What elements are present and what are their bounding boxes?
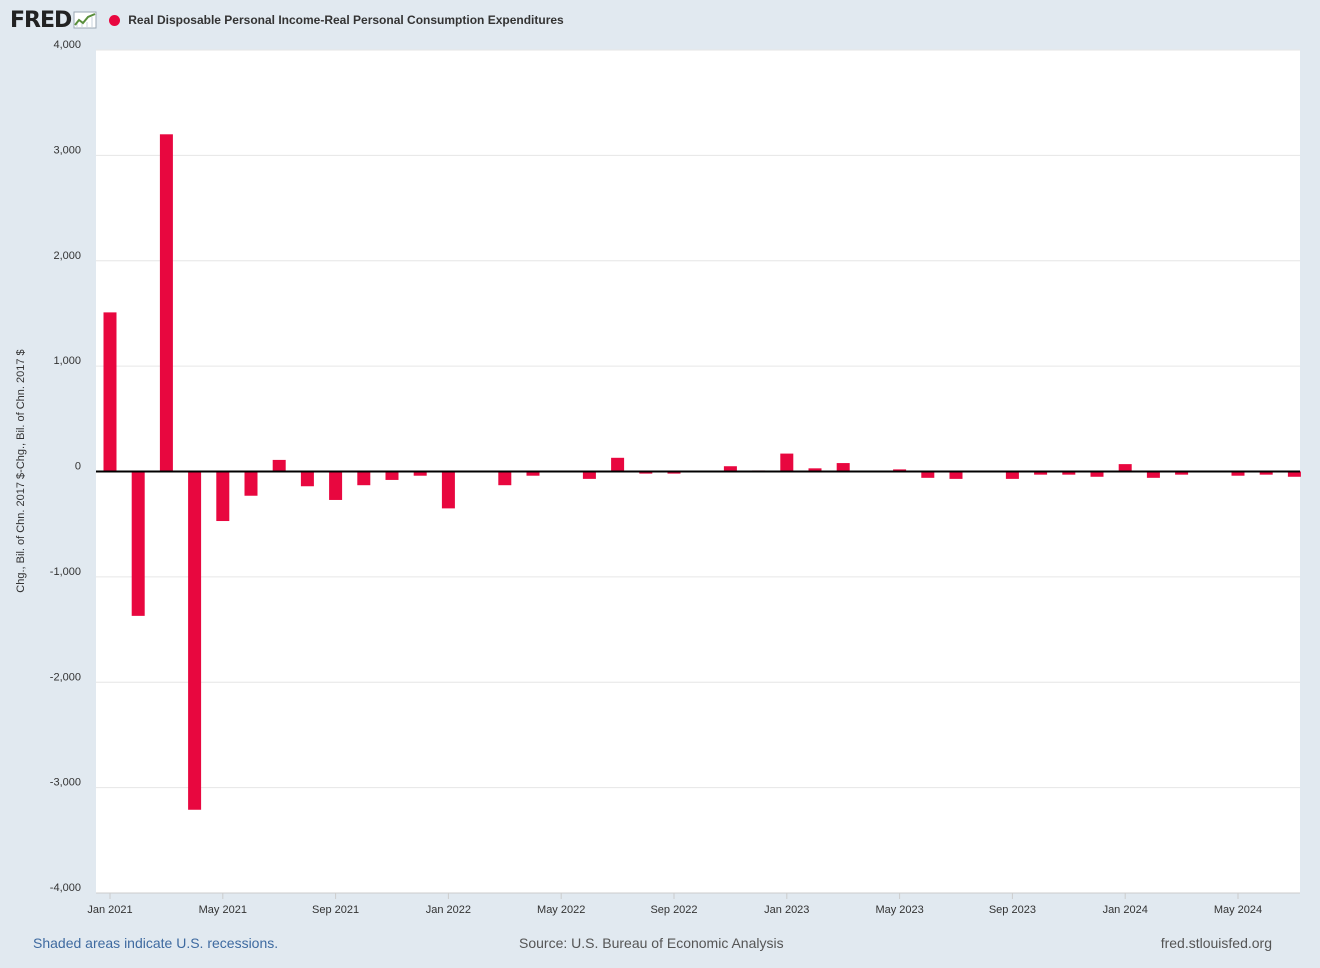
bar-2023-02[interactable] (808, 468, 822, 472)
y-tick-label: 1,000 (53, 355, 81, 367)
y-tick-label: -3,000 (50, 777, 81, 789)
x-tick-label: Jan 2021 (87, 904, 132, 916)
y-tick-label: 2,000 (53, 250, 81, 262)
bars (103, 134, 1301, 810)
bar-2024-05[interactable] (1231, 471, 1245, 476)
y-tick-label: -1,000 (50, 566, 81, 578)
bar-2021-08[interactable] (300, 471, 314, 487)
bar-2021-05[interactable] (216, 471, 230, 522)
bar-2023-05[interactable] (893, 469, 907, 472)
y-tick-label: -4,000 (50, 882, 81, 894)
bar-2024-02[interactable] (1146, 471, 1160, 478)
recession-note[interactable]: Shaded areas indicate U.S. recessions. (33, 935, 279, 951)
bar-2021-06[interactable] (244, 471, 258, 496)
bar-2021-09[interactable] (329, 471, 343, 500)
bar-2021-02[interactable] (131, 471, 145, 616)
fred-logo[interactable]: FRED (10, 8, 97, 33)
bar-2024-07[interactable] (1287, 471, 1301, 477)
bar-2024-06[interactable] (1259, 471, 1273, 475)
bar-2022-07[interactable] (611, 457, 625, 472)
bar-2023-07[interactable] (949, 471, 963, 479)
x-tick-label: May 2021 (199, 904, 247, 916)
chart-legend[interactable]: Real Disposable Personal Income-Real Per… (109, 13, 564, 27)
bar-2022-06[interactable] (582, 471, 596, 479)
bar-2022-04[interactable] (526, 471, 540, 476)
bar-2021-01[interactable] (103, 312, 117, 472)
y-tick-label: -2,000 (50, 671, 81, 683)
x-axis-ticks: Jan 2021 May 2021 Sep 2021 Jan 2022 May 2022… (87, 892, 1300, 916)
site-link[interactable]: fred.stlouisfed.org (1160, 935, 1272, 951)
x-tick-label: Jan 2024 (1103, 904, 1148, 916)
bar-2023-03[interactable] (836, 463, 850, 472)
bar-2023-10[interactable] (1034, 471, 1048, 475)
y-tick-label: 0 (75, 461, 81, 473)
bar-2023-06[interactable] (921, 471, 935, 478)
x-tick-label: Sep 2023 (989, 904, 1036, 916)
x-tick-label: May 2023 (875, 904, 923, 916)
bar-2021-11[interactable] (385, 471, 399, 480)
bar-2023-11[interactable] (1062, 471, 1076, 475)
y-axis-label: Chg., Bil. of Chn. 2017 $-Chg., Bil. of … (15, 349, 27, 592)
bar-2023-01[interactable] (780, 453, 794, 472)
y-tick-label: 4,000 (53, 39, 81, 51)
x-tick-label: Jan 2022 (426, 904, 471, 916)
bar-2021-12[interactable] (413, 471, 427, 476)
bar-2021-10[interactable] (357, 471, 371, 486)
bar-2024-01[interactable] (1118, 464, 1132, 472)
bar-2022-11[interactable] (723, 466, 737, 472)
bar-2021-04[interactable] (188, 471, 202, 810)
bar-2022-01[interactable] (441, 471, 455, 509)
y-axis-ticks: -4,000 -3,000 -2,000 -1,000 0 1,000 2,000 3,000… (50, 39, 81, 894)
graph-header: FRED Real Disposable Personal Income-Rea… (10, 6, 564, 34)
bar-2024-03[interactable] (1175, 471, 1189, 475)
x-tick-label: May 2022 (537, 904, 585, 916)
bar-2022-03[interactable] (498, 471, 512, 486)
x-tick-label: Sep 2021 (312, 904, 359, 916)
chart-canvas[interactable]: -4,000 -3,000 -2,000 -1,000 0 1,000 2,000 3,000… (0, 0, 1320, 930)
bar-2021-03[interactable] (159, 134, 173, 472)
x-tick-label: Jan 2023 (764, 904, 809, 916)
legend-series-label: Real Disposable Personal Income-Real Per… (128, 13, 564, 27)
legend-marker (109, 14, 121, 26)
y-tick-label: 3,000 (53, 144, 81, 156)
fred-logo-text: FRED (10, 7, 72, 33)
bar-2023-12[interactable] (1090, 471, 1104, 477)
x-tick-label: Sep 2022 (650, 904, 697, 916)
bar-2022-09[interactable] (667, 471, 681, 474)
fred-line-chart-icon (73, 11, 97, 29)
bar-2021-07[interactable] (272, 459, 286, 472)
x-tick-label: May 2024 (1214, 904, 1262, 916)
bar-2023-09[interactable] (1005, 471, 1019, 479)
source-note: Source: U.S. Bureau of Economic Analysis (519, 935, 784, 951)
bar-2022-08[interactable] (639, 471, 653, 474)
